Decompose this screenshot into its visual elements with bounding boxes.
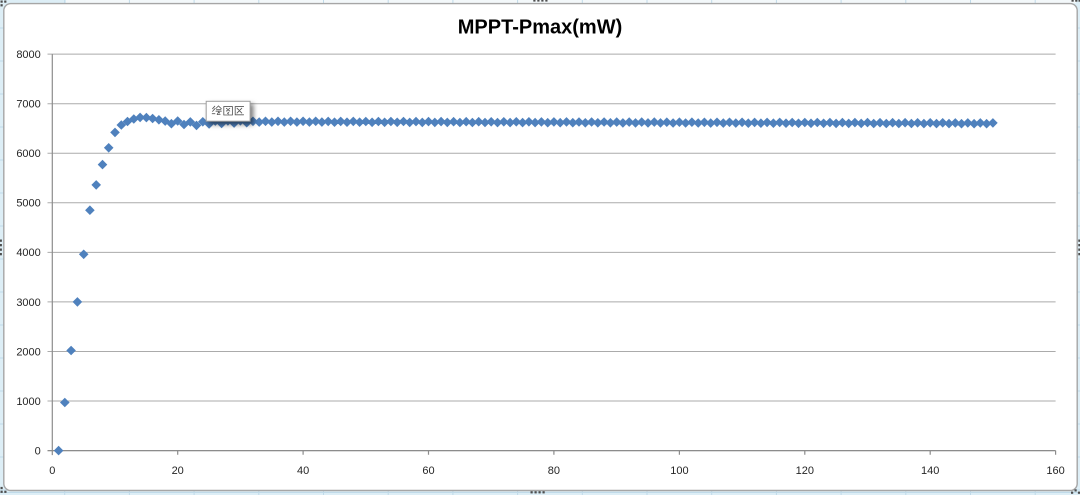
svg-text:8000: 8000 [16,49,40,61]
svg-text:0: 0 [35,446,41,458]
svg-text:120: 120 [796,465,814,477]
svg-text:5000: 5000 [16,198,40,210]
svg-text:MPPT-Pmax(mW): MPPT-Pmax(mW) [458,17,622,39]
svg-text:1000: 1000 [16,396,40,408]
svg-text:100: 100 [670,465,688,477]
svg-text:140: 140 [921,465,939,477]
svg-text:3000: 3000 [16,297,40,309]
svg-text:80: 80 [548,465,560,477]
svg-text:2000: 2000 [16,346,40,358]
svg-text:40: 40 [297,465,309,477]
svg-text:6000: 6000 [16,148,40,160]
svg-text:7000: 7000 [16,99,40,111]
svg-text:0: 0 [49,465,55,477]
svg-text:20: 20 [172,465,184,477]
svg-text:4000: 4000 [16,247,40,259]
svg-text:60: 60 [422,465,434,477]
svg-text:160: 160 [1046,465,1064,477]
